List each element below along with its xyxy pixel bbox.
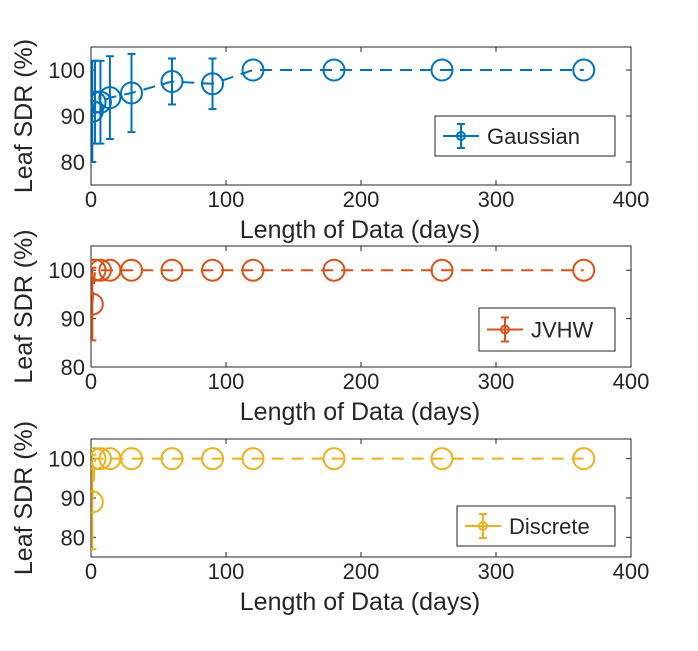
data-point	[120, 81, 143, 105]
legend: Discrete	[456, 505, 616, 547]
data-point	[120, 447, 143, 471]
legend: JVHW	[478, 307, 616, 352]
chart-panel-2: 0 100 200 300 400 80 90 100 Length of Data (days…	[10, 229, 649, 426]
data-point	[91, 99, 104, 123]
legend-label: Discrete	[509, 514, 590, 539]
data-point	[160, 447, 184, 471]
x-tick-label: 400	[613, 187, 650, 212]
data-point	[322, 58, 346, 82]
y-tick-label: 90	[61, 307, 85, 332]
y-tick-label: 100	[48, 258, 85, 283]
legend-label: JVHW	[531, 318, 594, 343]
data-point	[201, 447, 224, 471]
data-point	[91, 90, 107, 114]
y-tick-label: 80	[61, 355, 85, 380]
x-tick-label: 100	[208, 187, 245, 212]
x-tick-label: 0	[85, 369, 97, 394]
data-point	[91, 258, 107, 282]
x-axis-label: Length of Data (days)	[240, 398, 480, 426]
series-discrete	[91, 447, 596, 551]
legend: Gaussian	[434, 115, 616, 157]
data-point	[201, 258, 224, 282]
legend-marker	[500, 324, 510, 335]
data-point	[91, 447, 112, 471]
data-point	[201, 72, 224, 96]
x-tick-label: 300	[478, 369, 515, 394]
x-axis-label: Length of Data (days)	[240, 216, 480, 244]
series-line	[91, 457, 584, 502]
data-point	[430, 447, 454, 471]
legend-label: Gaussian	[487, 124, 580, 149]
data-point	[91, 490, 104, 514]
y-axis-label: Leaf SDR (%)	[10, 39, 38, 193]
data-point	[98, 86, 122, 110]
x-tick-label: 100	[208, 559, 245, 584]
data-point	[160, 258, 184, 282]
data-point	[241, 258, 265, 282]
data-point	[91, 447, 107, 471]
x-tick-label: 300	[478, 559, 515, 584]
x-tick-label: 400	[613, 369, 650, 394]
chart-panel-1: 0 100 200 300 400 80 90 100 Length of Data (days…	[10, 39, 649, 244]
data-point	[430, 258, 454, 282]
x-tick-label: 200	[343, 187, 380, 212]
legend-marker	[478, 521, 488, 531]
x-tick-label: 100	[208, 369, 245, 394]
y-axis-label: Leaf SDR (%)	[10, 421, 38, 575]
data-point	[572, 447, 596, 471]
y-tick-label: 80	[61, 150, 85, 175]
chart-panel-3: 0 100 200 300 400 80 90 100 Length of Data (days…	[10, 421, 649, 616]
series-gaussian	[91, 52, 596, 163]
data-point	[322, 258, 346, 282]
y-tick-label: 100	[48, 58, 85, 83]
data-point	[322, 447, 346, 471]
data-point	[91, 292, 104, 316]
x-tick-label: 200	[343, 559, 380, 584]
x-tick-label: 200	[343, 369, 380, 394]
legend-marker	[456, 131, 466, 141]
data-point	[91, 258, 112, 282]
data-point	[241, 58, 265, 82]
x-tick-label: 400	[613, 559, 650, 584]
y-axis-label: Leaf SDR (%)	[10, 229, 38, 383]
data-point	[160, 70, 184, 93]
y-tick-label: 90	[61, 104, 85, 129]
y-tick-label: 80	[61, 525, 85, 550]
series-jvhw	[91, 258, 596, 342]
series-line	[91, 269, 584, 305]
data-point	[430, 58, 454, 82]
data-point	[572, 58, 596, 82]
x-tick-label: 300	[478, 187, 515, 212]
data-point	[120, 258, 143, 282]
y-tick-label: 100	[48, 447, 85, 472]
data-point	[572, 258, 596, 282]
x-tick-label: 0	[85, 187, 97, 212]
x-axis-label: Length of Data (days)	[240, 588, 480, 616]
data-point	[241, 447, 265, 471]
x-tick-label: 0	[85, 559, 97, 584]
y-tick-label: 90	[61, 486, 85, 511]
